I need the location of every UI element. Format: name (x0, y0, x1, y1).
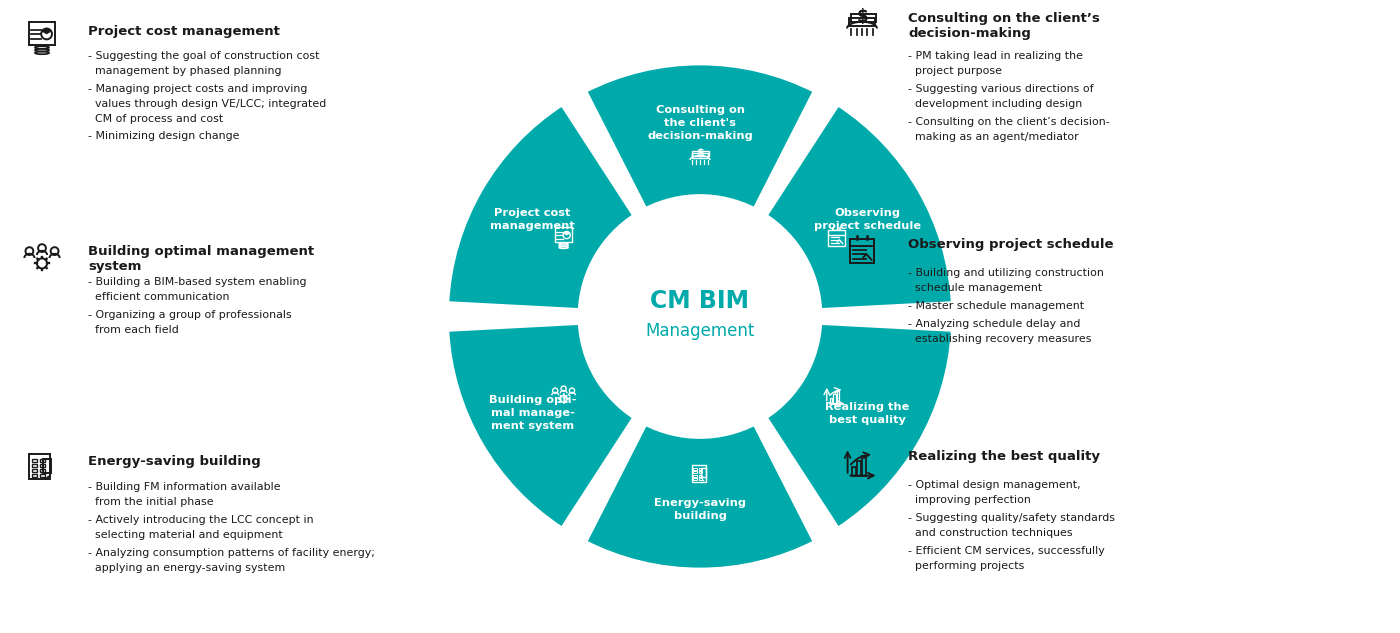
Text: values through design VE/LCC; integrated: values through design VE/LCC; integrated (88, 99, 326, 109)
Text: Project cost
management: Project cost management (490, 208, 575, 231)
Bar (699, 471, 701, 473)
Text: making as an agent/mediator: making as an agent/mediator (909, 132, 1079, 142)
Bar (41, 474, 45, 477)
Text: from each field: from each field (88, 325, 179, 335)
Text: Building optimal management: Building optimal management (88, 245, 314, 258)
Text: management by phased planning: management by phased planning (88, 66, 281, 76)
Text: development including design: development including design (909, 99, 1082, 109)
Bar (850, 239, 874, 263)
Text: decision-making: decision-making (909, 27, 1030, 40)
Circle shape (582, 198, 818, 435)
Bar (853, 467, 855, 475)
Bar (41, 469, 45, 472)
Wedge shape (42, 28, 52, 34)
Bar (699, 468, 701, 470)
Text: Consulting on
the client's
decision-making: Consulting on the client's decision-maki… (647, 105, 753, 141)
Wedge shape (564, 232, 570, 235)
Wedge shape (447, 104, 634, 310)
Text: - Building FM information available: - Building FM information available (88, 482, 280, 492)
Bar (833, 394, 836, 404)
Text: Realizing the best quality: Realizing the best quality (909, 450, 1100, 463)
Wedge shape (585, 63, 815, 210)
Bar (556, 227, 573, 242)
Text: from the initial phase: from the initial phase (88, 497, 214, 507)
Text: - Consulting on the client’s decision-: - Consulting on the client’s decision- (909, 117, 1110, 127)
Text: - Optimal design management,: - Optimal design management, (909, 480, 1081, 490)
Text: - Efficient CM services, successfully: - Efficient CM services, successfully (909, 546, 1105, 556)
Bar (43, 459, 52, 473)
Text: $: $ (857, 8, 868, 27)
Text: - Analyzing consumption patterns of facility energy;: - Analyzing consumption patterns of faci… (88, 548, 375, 558)
Text: system: system (88, 260, 141, 273)
Text: - Suggesting the goal of construction cost: - Suggesting the goal of construction co… (88, 51, 319, 61)
Bar (693, 151, 710, 156)
Bar (837, 391, 839, 404)
Bar (693, 471, 697, 473)
Wedge shape (766, 104, 953, 310)
Text: $: $ (696, 147, 704, 158)
Bar (851, 15, 876, 22)
Text: establishing recovery measures: establishing recovery measures (909, 334, 1092, 344)
Bar (693, 478, 697, 480)
Text: project purpose: project purpose (909, 66, 1002, 76)
Bar (857, 461, 861, 475)
Text: - PM taking lead in realizing the: - PM taking lead in realizing the (909, 51, 1084, 61)
Bar (699, 475, 701, 477)
Bar (830, 398, 833, 404)
Text: - Analyzing schedule delay and: - Analyzing schedule delay and (909, 319, 1081, 329)
Bar (29, 22, 55, 45)
Bar (32, 458, 36, 461)
Bar (32, 474, 36, 477)
Bar (692, 465, 706, 482)
Bar (699, 478, 701, 480)
Text: - Managing project costs and improving: - Managing project costs and improving (88, 84, 308, 94)
Text: CM of process and cost: CM of process and cost (88, 114, 223, 124)
Text: - Building a BIM-based system enabling: - Building a BIM-based system enabling (88, 277, 307, 287)
Bar (701, 468, 707, 477)
Text: - Master schedule management: - Master schedule management (909, 301, 1084, 311)
Text: - Suggesting quality/safety standards: - Suggesting quality/safety standards (909, 513, 1114, 523)
Text: - Minimizing design change: - Minimizing design change (88, 131, 239, 141)
Bar (693, 475, 697, 477)
Text: selecting material and equipment: selecting material and equipment (88, 530, 283, 540)
Text: efficient communication: efficient communication (88, 292, 230, 302)
Text: and construction techniques: and construction techniques (909, 528, 1072, 538)
Text: - Suggesting various directions of: - Suggesting various directions of (909, 84, 1093, 94)
Bar (41, 463, 45, 467)
Text: Observing project schedule: Observing project schedule (909, 238, 1113, 251)
Text: Building opti-
mal manage-
ment system: Building opti- mal manage- ment system (489, 396, 577, 431)
Text: Consulting on the client’s: Consulting on the client’s (909, 12, 1100, 25)
Bar (850, 18, 875, 25)
Bar (862, 456, 867, 475)
FancyArrowPatch shape (46, 477, 49, 479)
Text: applying an energy-saving system: applying an energy-saving system (88, 563, 286, 573)
Bar (693, 468, 697, 470)
Text: schedule management: schedule management (909, 283, 1042, 293)
Text: - Actively introducing the LCC concept in: - Actively introducing the LCC concept i… (88, 515, 314, 525)
Text: Energy-saving building: Energy-saving building (88, 455, 260, 468)
Text: Observing
project schedule: Observing project schedule (813, 208, 921, 231)
Bar (32, 469, 36, 472)
Wedge shape (447, 323, 634, 529)
Text: performing projects: performing projects (909, 561, 1025, 571)
Bar (41, 458, 45, 461)
Wedge shape (585, 423, 815, 570)
Wedge shape (766, 323, 953, 529)
Bar (829, 230, 844, 246)
Bar (32, 463, 36, 467)
Text: Management: Management (645, 322, 755, 339)
Text: improving perfection: improving perfection (909, 495, 1030, 505)
Bar (29, 454, 50, 479)
Text: Project cost management: Project cost management (88, 25, 280, 38)
Text: - Organizing a group of professionals: - Organizing a group of professionals (88, 310, 291, 320)
Text: Realizing the
best quality: Realizing the best quality (825, 402, 910, 425)
Text: - Building and utilizing construction: - Building and utilizing construction (909, 268, 1103, 278)
Bar (692, 153, 708, 158)
Text: Energy-saving
building: Energy-saving building (654, 498, 746, 522)
Text: CM BIM: CM BIM (651, 289, 749, 313)
